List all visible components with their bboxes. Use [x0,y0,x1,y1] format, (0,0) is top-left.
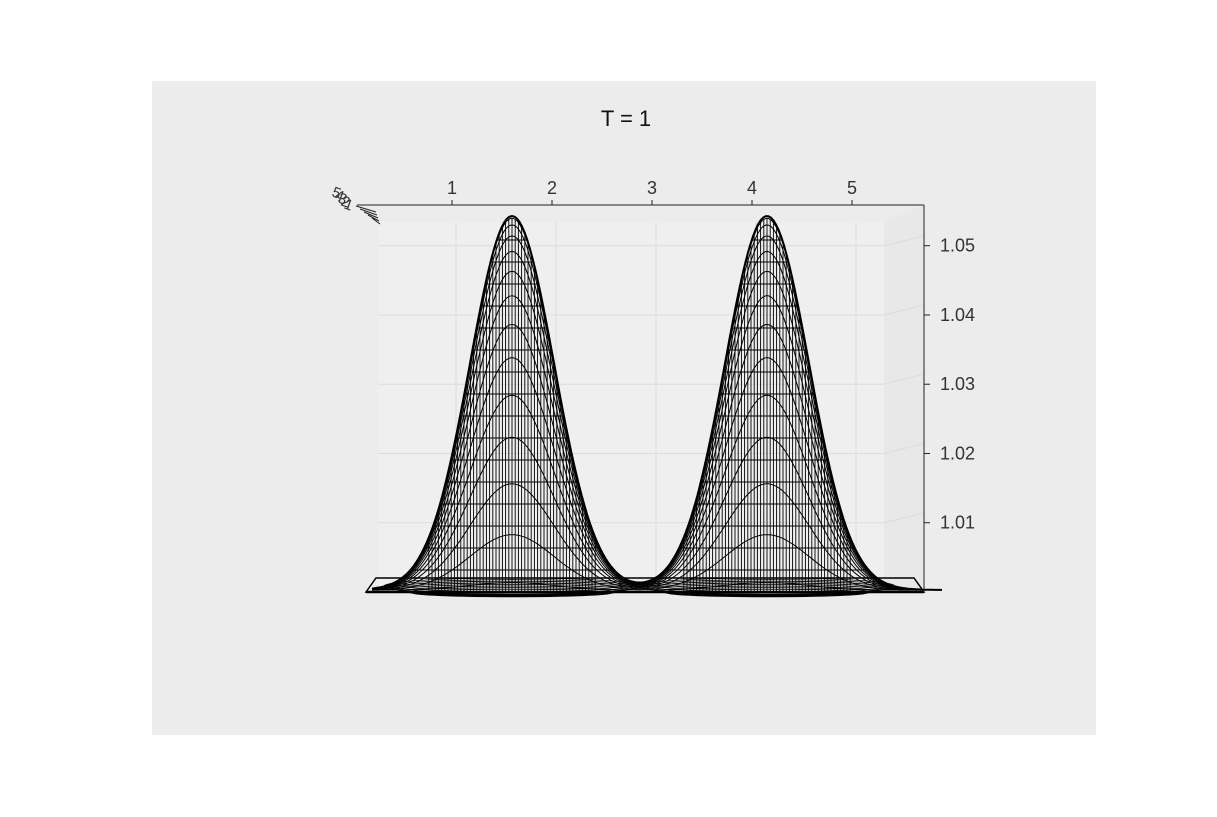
y-tick-mark [367,214,380,222]
surface-mesh [364,214,943,598]
z-tick-label: 1.04 [940,305,975,325]
z-tick-label: 1.02 [940,443,975,463]
x-tick-label: 1 [447,178,457,198]
x-tick-labels: 1 2 3 4 5 [447,178,857,205]
x-tick-label: 2 [547,178,557,198]
z-gridline-side [883,304,925,316]
z-gridline-side [883,512,925,524]
z-tick-labels: 1.01 1.02 1.03 1.04 1.05 [924,236,975,533]
z-tick-label: 1.03 [940,374,975,394]
z-tick-label: 1.05 [940,236,975,256]
y-tick-mark [355,205,377,213]
x-tick-label: 4 [747,178,757,198]
y-tick-mark [363,211,379,219]
z-gridline-side [883,373,925,385]
x-tick-label: 5 [847,178,857,198]
x-tick-label: 3 [647,178,657,198]
z-gridline-side [883,235,925,247]
chart-title: T = 1 [601,106,651,131]
z-tick-label: 1.01 [940,513,975,533]
z-gridline-side [883,442,925,454]
side-pane [884,205,924,592]
y-tick-mark [371,217,381,225]
y-tick-mark [359,208,378,216]
back-pane [378,205,924,592]
